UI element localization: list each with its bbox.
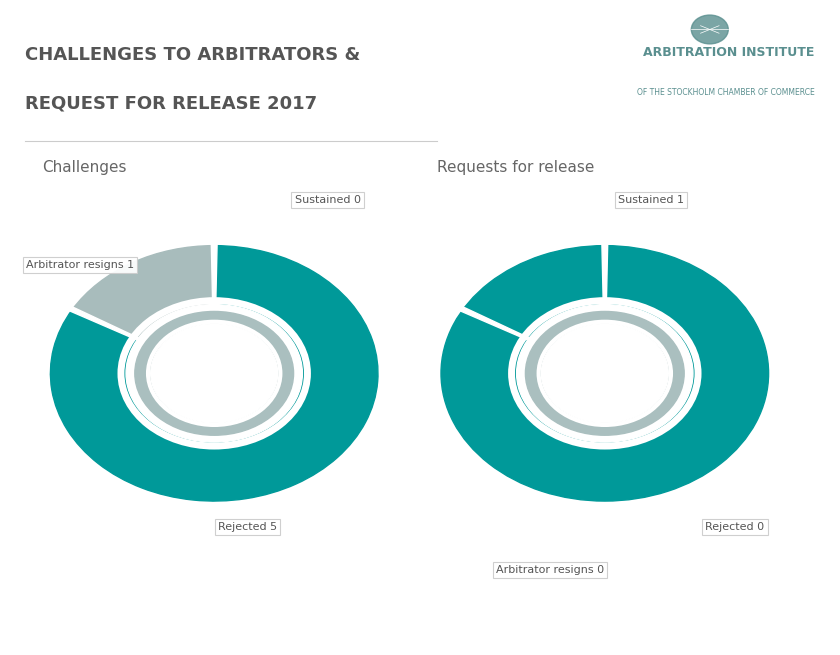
Text: REQUEST FOR RELEASE 2017: REQUEST FOR RELEASE 2017 [25,95,318,113]
Text: 6: 6 [202,372,227,406]
Wedge shape [72,246,214,339]
Text: Sustained 0: Sustained 0 [295,195,360,205]
Circle shape [126,305,302,442]
Wedge shape [212,244,217,307]
Circle shape [517,305,693,442]
Wedge shape [602,244,607,307]
Wedge shape [69,307,141,341]
Wedge shape [441,246,769,501]
Circle shape [135,312,294,436]
Text: Arbitrator resigns 1: Arbitrator resigns 1 [26,260,134,271]
Text: Rejected 5: Rejected 5 [218,522,277,533]
Text: OF THE STOCKHOLM CHAMBER OF COMMERCE: OF THE STOCKHOLM CHAMBER OF COMMERCE [637,88,815,98]
Text: Challenges: Challenges [42,160,127,176]
Text: Requests for release: Requests for release [437,160,594,176]
Text: Rejected 0: Rejected 0 [706,522,764,533]
Circle shape [691,15,728,44]
Circle shape [541,324,669,423]
Text: Arbitrator resigns 0: Arbitrator resigns 0 [496,565,604,575]
Text: ARBITRATION INSTITUTE: ARBITRATION INSTITUTE [643,46,815,59]
Text: CHALLENGES TO ARBITRATORS &: CHALLENGES TO ARBITRATORS & [25,46,360,64]
Text: Sustained 1: Sustained 1 [618,195,684,205]
Text: TOTAL: TOTAL [198,354,230,364]
Circle shape [526,312,684,436]
Wedge shape [50,246,378,501]
Circle shape [150,324,278,423]
Text: TOTAL: TOTAL [589,354,621,364]
Text: 1: 1 [592,372,617,406]
Wedge shape [459,307,532,341]
